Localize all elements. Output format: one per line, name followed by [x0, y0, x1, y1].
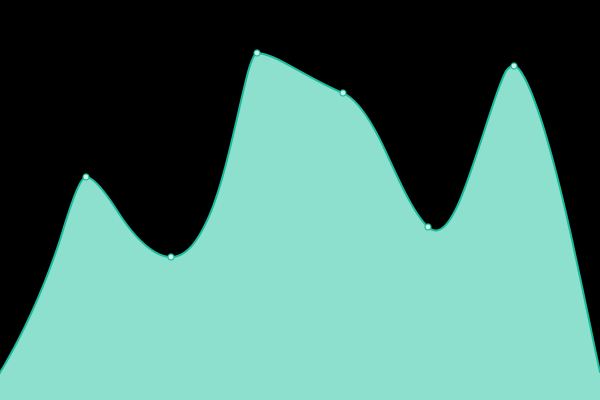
data-point-marker[interactable]: [510, 62, 518, 70]
data-point-markers: [82, 49, 518, 261]
area-fill-path: [0, 53, 600, 400]
data-point-marker[interactable]: [253, 49, 261, 57]
data-point-marker[interactable]: [82, 173, 90, 181]
area-line-path: [0, 52, 600, 375]
data-point-marker[interactable]: [339, 89, 347, 97]
data-point-marker[interactable]: [424, 223, 432, 231]
data-point-marker[interactable]: [167, 253, 175, 261]
